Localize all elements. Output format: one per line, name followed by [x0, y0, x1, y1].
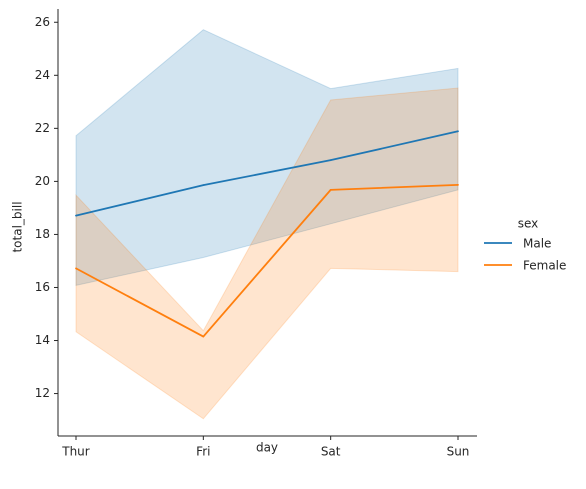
legend-title: sex: [518, 217, 539, 231]
data-point-female-sun: [457, 183, 459, 186]
legend-label-female: Female: [523, 259, 566, 273]
data-point-male-thur: [75, 214, 77, 217]
confidence-bands: [75, 29, 459, 420]
x-axis-ticks: Thur Fri Sat Sun: [61, 436, 469, 459]
x-tick-label: Fri: [196, 445, 210, 459]
data-point-female-sat: [329, 188, 332, 191]
ci-band-female: [75, 87, 459, 420]
y-axis-label: total_bill: [11, 201, 25, 252]
y-tick-label: 16: [35, 280, 50, 294]
y-tick-label: 24: [35, 68, 50, 82]
series-line-female: [75, 183, 459, 338]
x-axis-label: day: [256, 441, 278, 455]
x-tick-label: Sat: [321, 445, 341, 459]
x-tick-label: Sun: [447, 445, 470, 459]
y-tick-label: 26: [35, 15, 50, 29]
legend-label-male: Male: [523, 237, 551, 251]
legend: sex Male Female: [484, 217, 566, 273]
y-tick-label: 20: [35, 174, 50, 188]
ci-band-male: [75, 29, 459, 286]
axis-spines: [57, 9, 477, 437]
series-lines: [75, 130, 459, 338]
data-point-female-thur: [75, 267, 77, 270]
y-tick-label: 12: [35, 386, 50, 400]
y-tick-label: 14: [35, 333, 50, 347]
data-point-male-sat: [329, 159, 332, 162]
data-point-female-fri: [202, 335, 205, 338]
y-tick-label: 22: [35, 121, 50, 135]
data-point-male-fri: [202, 184, 205, 187]
data-point-male-sun: [457, 130, 459, 133]
y-tick-label: 18: [35, 227, 50, 241]
y-axis-ticks: 12 14 16 18 20 22 24 26: [35, 15, 58, 400]
x-tick-label: Thur: [61, 445, 90, 459]
series-line-male: [75, 130, 459, 217]
